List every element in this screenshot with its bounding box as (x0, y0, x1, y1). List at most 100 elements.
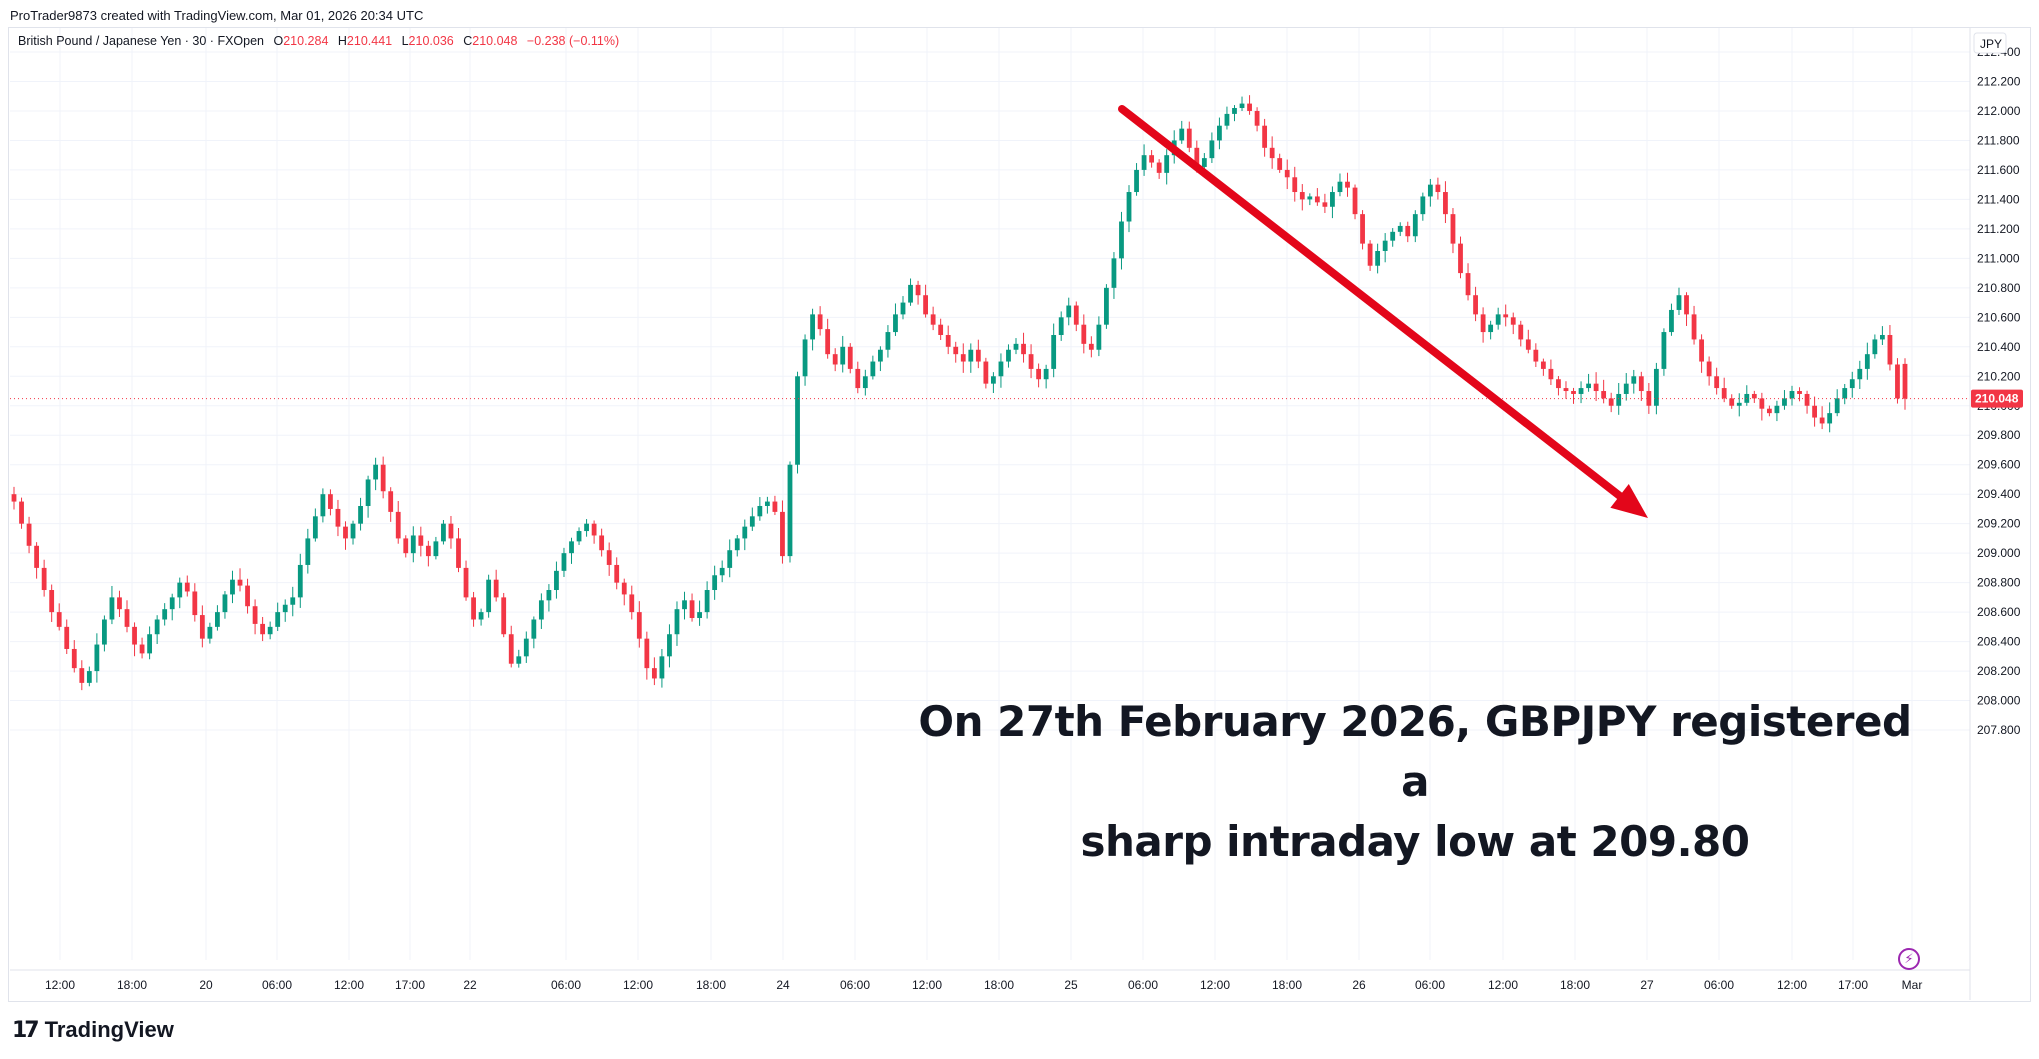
time-tick-label: 06:00 (551, 978, 581, 992)
price-tick-label: 209.400 (1977, 487, 2021, 501)
time-tick-label: 06:00 (1128, 978, 1158, 992)
time-tick-label: 18:00 (1560, 978, 1590, 992)
candle-body (237, 579, 243, 586)
candle-body (395, 511, 401, 539)
candle-body (199, 615, 205, 639)
candle-body (561, 553, 567, 571)
candle-body (908, 284, 913, 303)
candle-body (335, 508, 341, 527)
candle-body (365, 479, 371, 506)
candle-body (1834, 398, 1840, 414)
candle-body (410, 535, 416, 554)
candle-body (1435, 184, 1441, 193)
candle-body (305, 538, 311, 565)
candle-body (636, 612, 642, 639)
candle-body (26, 523, 32, 546)
time-tick-label: 12:00 (623, 978, 653, 992)
candle-body (719, 567, 725, 576)
candle-body (538, 600, 544, 620)
change-value: −0.238 (−0.11%) (526, 34, 620, 48)
time-tick-label: 12:00 (1777, 978, 1807, 992)
candle-body (1638, 376, 1644, 392)
time-tick-label: 12:00 (1488, 978, 1518, 992)
candle-body (79, 668, 85, 683)
candle-body (810, 314, 815, 340)
candle-body (1533, 349, 1539, 362)
price-tick-label: 211.800 (1977, 133, 2020, 147)
candle-body (531, 619, 537, 639)
candle-body (493, 579, 499, 598)
candle-body (11, 494, 17, 502)
candle-body (1209, 140, 1215, 159)
time-tick-label: 12:00 (1200, 978, 1230, 992)
candle-body (651, 668, 657, 679)
candle-body (1819, 417, 1825, 424)
candle-body (71, 648, 77, 669)
open-value: 210.284 (283, 34, 329, 48)
candle-body (1412, 214, 1418, 237)
price-tick-label: 211.200 (1977, 222, 2020, 236)
candle-body (230, 579, 235, 595)
candle-body (1895, 364, 1900, 399)
candle-body (1766, 408, 1772, 414)
candle-body (1043, 368, 1049, 380)
currency-box[interactable] (1973, 32, 2007, 54)
candle-body (215, 612, 220, 627)
candle-body (983, 361, 989, 384)
time-tick-label: Mar (1902, 978, 1923, 992)
candle-body (1736, 402, 1742, 406)
candle-body (1729, 398, 1735, 406)
candle-body (147, 634, 153, 654)
price-tick-label: 210.400 (1977, 340, 2021, 354)
candle-body (1247, 103, 1252, 111)
candle-body (49, 590, 55, 613)
candle-body (1066, 305, 1072, 318)
chart-frame[interactable] (8, 27, 2031, 1002)
price-tick-label: 208.400 (1977, 635, 2021, 649)
candle-body (614, 564, 620, 583)
candle-body (192, 591, 198, 616)
lightning-icon[interactable]: ⚡ (1898, 948, 1920, 970)
candle-body (1352, 187, 1358, 215)
candle-body (1013, 343, 1019, 350)
candle-body (433, 541, 439, 557)
tradingview-logo[interactable]: 17 TradingView (12, 1017, 174, 1043)
candle-body (1420, 196, 1426, 215)
candle-body (1224, 113, 1230, 126)
candle-body (1879, 335, 1885, 340)
time-tick-label: 27 (1640, 978, 1654, 992)
price-tick-label: 211.400 (1977, 192, 2020, 206)
candle-body (1232, 108, 1237, 114)
time-tick-label: 18:00 (984, 978, 1014, 992)
candle-body (388, 491, 394, 512)
candle-body (139, 644, 145, 654)
candle-body (1827, 413, 1833, 424)
currency-label: JPY (1980, 37, 2002, 51)
candle-body (1902, 363, 1908, 399)
candle-body (659, 656, 665, 679)
candle-body (1405, 225, 1411, 237)
candle-body (847, 346, 853, 369)
candle-body (825, 329, 831, 355)
candle-body (1217, 125, 1222, 141)
candle-body (938, 324, 944, 336)
candle-body (1495, 314, 1501, 325)
candle-body (1149, 155, 1155, 163)
candle-body (1141, 155, 1147, 170)
candle-body (312, 516, 318, 539)
price-tick-label: 209.600 (1977, 458, 2021, 472)
last-price-badge[interactable] (1971, 389, 2023, 408)
candle-body (1721, 388, 1727, 399)
annotation-line-1: On 27th February 2026, GBPJPY registered… (918, 697, 1912, 806)
candle-body (86, 671, 92, 683)
candle-body (975, 349, 981, 362)
symbol-legend[interactable]: British Pound / Japanese Yen · 30 · FXOp… (18, 34, 619, 48)
candle-body (64, 626, 70, 649)
close-label: C (463, 34, 473, 48)
time-tick-label: 24 (776, 978, 790, 992)
price-tick-label: 210.600 (1977, 310, 2021, 324)
symbol-name[interactable]: British Pound / Japanese Yen · 30 · FXOp… (18, 34, 264, 48)
candle-body (1503, 314, 1509, 318)
candle-body (1601, 391, 1607, 399)
